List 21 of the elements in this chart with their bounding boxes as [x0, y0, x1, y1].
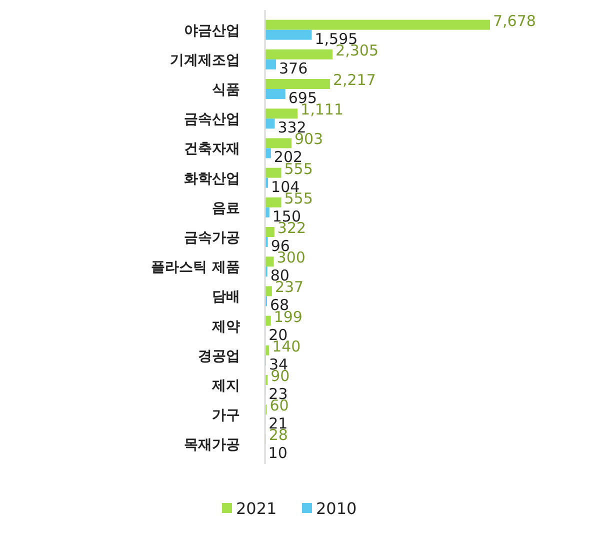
y-tick-label: 식품: [212, 82, 240, 98]
data-label: 7,678: [493, 12, 536, 30]
y-tick-label: 건축자재: [184, 141, 240, 158]
y-tick-label: 야금산업: [184, 22, 240, 39]
y-tick-label: 담배: [212, 289, 240, 306]
y-tick-label: 가구: [212, 408, 240, 424]
y-tick-label: 플라스틱 제품: [151, 260, 240, 276]
y-tick-label: 경공업: [198, 348, 240, 364]
data-label: 376: [279, 59, 308, 78]
y-tick-label: 목재가공: [184, 437, 240, 454]
y-tick-label: 기계제조업: [170, 52, 240, 68]
y-tick-label: 음료: [212, 200, 240, 216]
legend-label: 2021: [236, 499, 277, 518]
y-tick-label: 금속가공: [184, 230, 240, 246]
data-label: 10: [268, 444, 288, 462]
y-tick-label: 제지: [211, 378, 240, 394]
y-tick-label: 금속산업: [184, 112, 240, 128]
legend-label: 2010: [316, 499, 357, 518]
data-label: 2,217: [332, 71, 376, 89]
y-tick-label: 제약: [211, 318, 240, 335]
y-tick-label: 화학산업: [184, 170, 240, 187]
